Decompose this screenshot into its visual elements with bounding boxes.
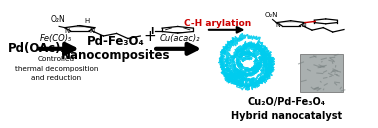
FancyBboxPatch shape: [300, 54, 343, 92]
Polygon shape: [276, 21, 305, 23]
Text: Pd-Fe₃O₄: Pd-Fe₃O₄: [87, 35, 144, 48]
Text: thermal decomposition: thermal decomposition: [15, 66, 98, 72]
Text: N: N: [65, 28, 70, 34]
Text: H: H: [85, 18, 90, 24]
Text: C-H arylation: C-H arylation: [184, 19, 251, 28]
Text: N: N: [90, 28, 95, 34]
Polygon shape: [65, 26, 95, 28]
Text: Cu(acac)₂: Cu(acac)₂: [160, 34, 200, 43]
Text: N: N: [301, 23, 306, 28]
Text: Controlled: Controlled: [38, 56, 75, 62]
Text: Hybrid nanocatalyst: Hybrid nanocatalyst: [231, 111, 342, 121]
Text: Cu₂O/Pd-Fe₃O₄: Cu₂O/Pd-Fe₃O₄: [248, 97, 326, 107]
Text: Pd(OAc)₂: Pd(OAc)₂: [8, 42, 67, 55]
Text: +: +: [143, 29, 156, 44]
Text: Nanocomposites: Nanocomposites: [61, 49, 170, 62]
Text: N: N: [276, 23, 280, 28]
Text: and reduction: and reduction: [31, 75, 82, 81]
Text: O₂N: O₂N: [265, 12, 278, 18]
Text: I: I: [150, 27, 153, 36]
Text: O₂N: O₂N: [50, 15, 65, 24]
Text: Fe(CO)₅: Fe(CO)₅: [40, 34, 73, 43]
